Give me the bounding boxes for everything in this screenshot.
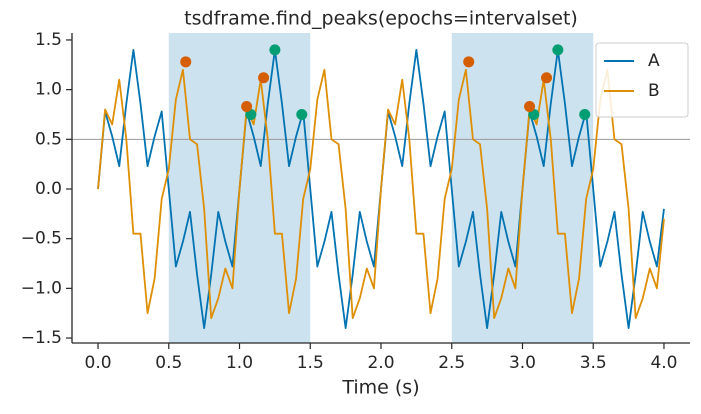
y-tick-label: 1.0 <box>35 80 62 100</box>
y-tick-label: 0.0 <box>35 179 62 199</box>
peak-marker <box>180 56 192 68</box>
legend-label: B <box>648 81 660 101</box>
peak-marker <box>296 108 308 120</box>
peak-marker <box>269 44 281 56</box>
peak-marker <box>258 72 270 84</box>
x-tick-label: 3.0 <box>509 353 536 373</box>
y-tick-label: −1.5 <box>21 328 62 348</box>
peak-marker <box>541 72 553 84</box>
series-line <box>97 68 665 320</box>
x-tick-label: 2.0 <box>367 353 394 373</box>
x-tick-label: 1.0 <box>226 353 253 373</box>
x-tick-label: 1.5 <box>297 353 324 373</box>
y-tick-label: 1.5 <box>35 30 62 50</box>
y-tick-label: −0.5 <box>21 229 62 249</box>
x-axis-label: Time (s) <box>341 377 419 399</box>
legend-label: A <box>648 51 660 71</box>
x-tick-label: 0.5 <box>155 353 182 373</box>
y-tick-label: −1.0 <box>21 278 62 298</box>
legend-box <box>595 42 689 118</box>
peak-marker <box>552 44 564 56</box>
x-tick-label: 4.0 <box>650 353 677 373</box>
y-tick-label: 0.5 <box>35 129 62 149</box>
x-tick-label: 2.5 <box>438 353 465 373</box>
x-tick-label: 3.5 <box>580 353 607 373</box>
peak-marker <box>524 101 536 113</box>
peak-marker <box>463 56 475 68</box>
chart-title: tsdframe.find_peaks(epochs=intervalset) <box>184 8 578 30</box>
peak-marker <box>579 108 591 120</box>
peak-marker <box>241 101 253 113</box>
x-tick-label: 0.0 <box>85 353 112 373</box>
